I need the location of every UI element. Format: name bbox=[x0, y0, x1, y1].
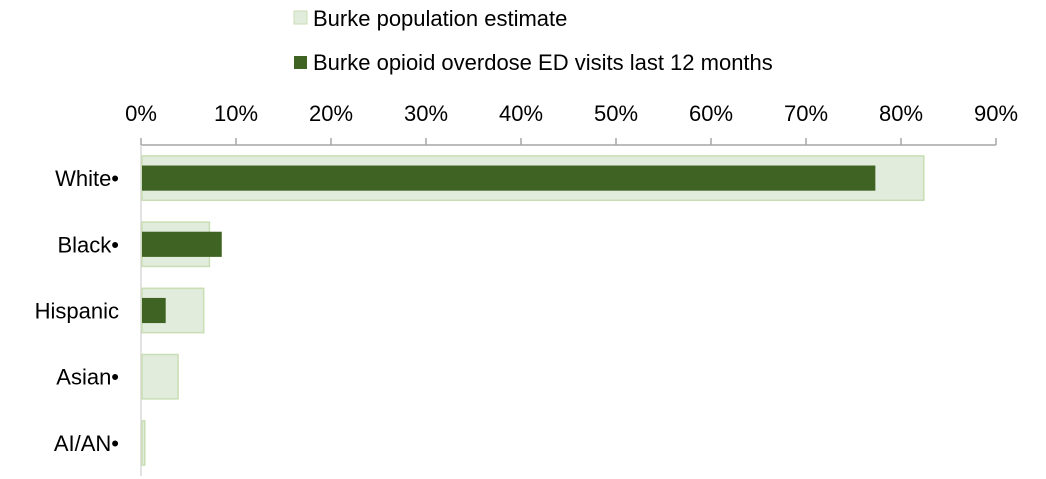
legend-label-ed-visits: Burke opioid overdose ED visits last 12 … bbox=[313, 50, 773, 75]
x-tick-label: 20% bbox=[309, 101, 353, 126]
bar-population bbox=[141, 419, 146, 466]
legend: Burke population estimate Burke opioid o… bbox=[293, 6, 773, 75]
category-label: Black• bbox=[58, 232, 120, 257]
x-tick-label: 70% bbox=[784, 101, 828, 126]
bar-population bbox=[141, 353, 179, 400]
bar-ed-visits bbox=[142, 231, 222, 257]
legend-swatch-ed-visits bbox=[294, 56, 307, 69]
category-label: Asian• bbox=[56, 365, 119, 390]
x-tick-label: 0% bbox=[125, 101, 157, 126]
x-tick-label: 50% bbox=[594, 101, 638, 126]
x-tick-label: 30% bbox=[404, 101, 448, 126]
x-tick-label: 90% bbox=[974, 101, 1018, 126]
x-tick-label: 60% bbox=[689, 101, 733, 126]
bars bbox=[141, 155, 925, 466]
category-label: Hispanic bbox=[35, 299, 119, 324]
x-tick-label: 10% bbox=[214, 101, 258, 126]
legend-label-population: Burke population estimate bbox=[313, 6, 567, 31]
bar-ed-visits bbox=[142, 165, 876, 191]
x-tick-label: 40% bbox=[499, 101, 543, 126]
x-axis: 0% 10% 20% 30% 40% 50% 60% 70% 80% 90% bbox=[125, 101, 1018, 476]
category-label: AI/AN• bbox=[54, 431, 119, 456]
x-tick-label: 80% bbox=[879, 101, 923, 126]
category-labels: White• Black• Hispanic Asian• AI/AN• bbox=[35, 166, 119, 456]
legend-swatch-population bbox=[293, 10, 308, 25]
bar-ed-visits bbox=[142, 297, 166, 324]
category-label: White• bbox=[55, 166, 119, 191]
